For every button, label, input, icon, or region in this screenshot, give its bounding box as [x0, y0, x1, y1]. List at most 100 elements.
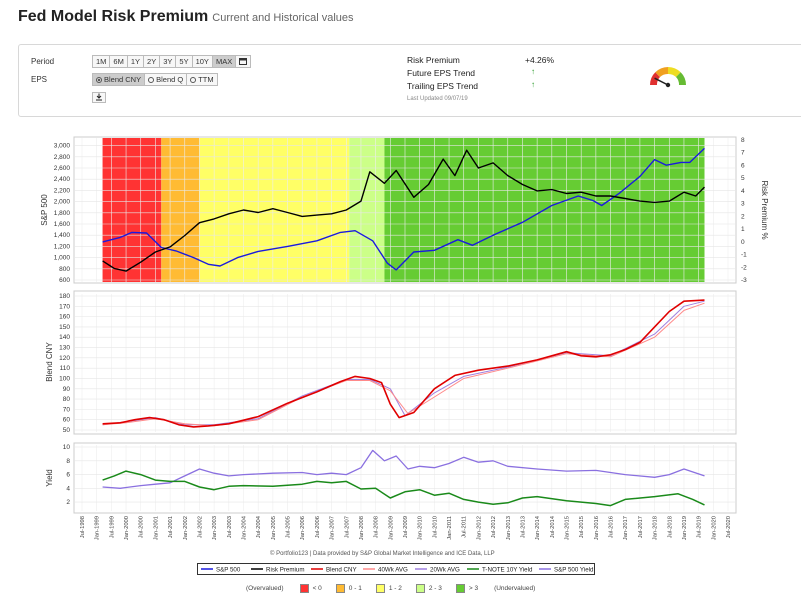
- eps-options: Blend CNY Blend Q TTM: [92, 73, 218, 86]
- y-tick-label: 3,000: [54, 143, 71, 150]
- download-button[interactable]: [92, 92, 106, 103]
- y-tick-label: 4: [66, 485, 70, 492]
- valuation-zone-band: [102, 138, 162, 282]
- x-tick-label: Jul-2004: [256, 515, 262, 538]
- zone-label: 2 - 3: [428, 585, 442, 592]
- arrow-up-icon: ↑: [531, 67, 535, 76]
- controls-panel: Period 1M 6M 1Y 2Y 3Y 5Y 10Y MAX EPS Ble…: [18, 44, 801, 117]
- y-tick-label: 2,800: [54, 154, 71, 161]
- period-button-5y[interactable]: 5Y: [176, 55, 193, 68]
- x-tick-label: Jul-2005: [286, 516, 292, 538]
- valuation-zones: [102, 138, 705, 282]
- x-tick-label: Jan-2003: [212, 516, 218, 540]
- x-tick-label: Jul-2007: [344, 516, 350, 538]
- y-tick-label: 170: [59, 303, 70, 310]
- eps-option-blend-q[interactable]: Blend Q: [145, 73, 188, 86]
- y-tick-label: 1,200: [54, 243, 71, 250]
- y2-tick-label: 1: [741, 226, 745, 233]
- series-line-t-note-10y-yield: [102, 470, 705, 507]
- y2-tick-label: 5: [741, 175, 745, 182]
- x-tick-label: Jan-2016: [594, 516, 600, 540]
- risk-gauge-icon: [650, 67, 686, 88]
- x-tick-label: Jul-2016: [609, 516, 615, 538]
- zone-swatch-orange: [335, 584, 345, 593]
- x-tick-label: Jan-2013: [506, 516, 512, 540]
- x-tick-label: Jan-2002: [183, 516, 189, 540]
- valuation-zone-band: [199, 138, 350, 282]
- y-tick-label: 2,200: [54, 187, 71, 194]
- y2-tick-label: -1: [741, 252, 747, 259]
- x-tick-label: Jan-2014: [535, 515, 541, 540]
- x-axis-ticks: Jul-1998 Jan-1999 Jul-1999 Jan-2000 Jul-2000…: [80, 515, 732, 540]
- x-tick-label: Jan-2018: [653, 516, 659, 540]
- period-button-max[interactable]: MAX: [212, 55, 237, 68]
- y-tick-label: 50: [63, 427, 71, 434]
- future-eps-label: Future EPS Trend: [407, 68, 476, 78]
- y-tick-label: 60: [63, 417, 71, 424]
- period-button-10y[interactable]: 10Y: [192, 55, 213, 68]
- sp500-axis-label: S&P 500: [40, 194, 49, 226]
- legend-item-label: S&P 500 Yield: [554, 567, 594, 574]
- y-tick-label: 180: [59, 293, 70, 300]
- eps-option-label: Blend CNY: [104, 75, 142, 84]
- y-tick-label: 160: [59, 314, 70, 321]
- y-tick-label: 600: [59, 277, 70, 284]
- x-tick-label: Jul-2003: [227, 516, 233, 538]
- x-tick-label: Jul-2010: [432, 516, 438, 538]
- y2-tick-label: 0: [741, 239, 745, 246]
- eps-option-ttm[interactable]: TTM: [187, 73, 218, 86]
- period-button-2y[interactable]: 2Y: [144, 55, 161, 68]
- y2-tick-label: -3: [741, 277, 747, 284]
- radio-icon: [148, 76, 155, 83]
- zone-swatch-yellow: [375, 584, 385, 593]
- y2-tick-label: 4: [741, 188, 745, 195]
- x-tick-label: Jan-2008: [359, 516, 365, 540]
- y-tick-label: 130: [59, 345, 70, 352]
- x-tick-label: Jul-2011: [462, 516, 468, 538]
- zone-legend-left: (Overvalued): [246, 585, 284, 592]
- y-tick-label: 800: [59, 266, 70, 273]
- y-tick-label: 2,600: [54, 165, 71, 172]
- data-credit: © Portfolio123 | Data provided by S&P Gl…: [270, 551, 495, 557]
- yield-chart-grid: 2 4 6 8 10: [63, 444, 736, 511]
- eps-option-label: TTM: [198, 75, 214, 84]
- x-tick-label: Jul-2008: [374, 516, 380, 538]
- period-label: Period: [31, 57, 55, 66]
- y-tick-label: 2,000: [54, 199, 71, 206]
- x-tick-label: Jul-2014: [550, 515, 556, 538]
- gauge-needle: [654, 77, 669, 86]
- eps-label: EPS: [31, 75, 48, 84]
- x-tick-label: Jan-2009: [388, 516, 394, 540]
- period-button-1y[interactable]: 1Y: [127, 55, 145, 68]
- period-button-3y[interactable]: 3Y: [160, 55, 177, 68]
- arrow-up-icon: ↑: [531, 80, 535, 89]
- series-legend: S&P 500 Risk Premium Blend CNY 40Wk AVG 20Wk…: [197, 563, 595, 575]
- trailing-eps-label: Trailing EPS Trend: [407, 81, 479, 91]
- x-tick-label: Jan-2011: [447, 516, 453, 540]
- y-tick-label: 140: [59, 334, 70, 341]
- eps-option-blend-cny[interactable]: Blend CNY: [92, 73, 146, 86]
- period-button-1m[interactable]: 1M: [92, 55, 111, 68]
- x-tick-label: Jul-2000: [139, 516, 145, 538]
- y2-tick-label: 3: [741, 201, 745, 208]
- period-button-6m[interactable]: 6M: [110, 55, 128, 68]
- zone-label: < 0: [312, 585, 322, 592]
- eps-axis-label: Blend CNY: [45, 342, 54, 382]
- sp500-chart-grid: 600 800 1,000 1,200 1,400 1,600 1,800 2,000 2,20…: [54, 137, 747, 284]
- radio-icon: [190, 76, 197, 83]
- eps-chart-grid: 50 60 70 80 90 100 110 120 130 140 150 160 170 180: [59, 293, 736, 434]
- y-tick-label: 6: [66, 472, 70, 479]
- x-tick-label: Jul-2012: [491, 516, 497, 538]
- x-tick-label: Jul-1998: [80, 516, 86, 538]
- risk-premium-value: +4.26%: [525, 55, 555, 65]
- y-tick-label: 10: [63, 444, 71, 451]
- title-text: Fed Model Risk Premium: [18, 8, 209, 25]
- x-tick-label: Jul-2002: [197, 516, 203, 538]
- series-line-40wk-avg: [102, 302, 705, 427]
- calendar-icon[interactable]: [236, 55, 252, 68]
- legend-item-label: Blend CNY: [326, 567, 357, 574]
- x-tick-label: Jan-2010: [418, 516, 424, 540]
- x-tick-label: Jan-2007: [330, 516, 336, 540]
- legend-item-label: 20Wk AVG: [430, 567, 460, 574]
